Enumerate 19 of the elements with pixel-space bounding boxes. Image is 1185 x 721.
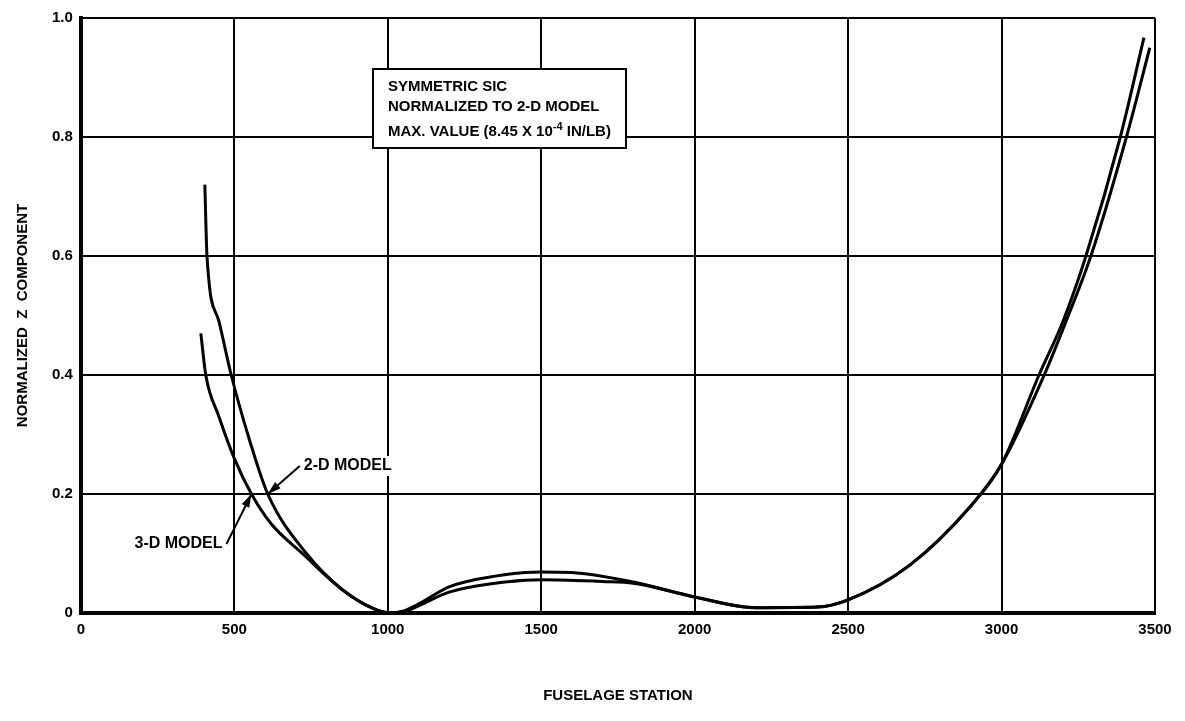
text: 2-D MODEL xyxy=(303,456,392,474)
x-tick-label: 2000 xyxy=(677,620,712,638)
y-tick-label: 1.0 xyxy=(51,8,73,26)
y-tick-label: 0.4 xyxy=(51,365,74,383)
x-axis-title: FUSELAGE STATION xyxy=(543,686,693,704)
y-tick-label: 0.6 xyxy=(51,246,73,264)
x-tick-label: 2500 xyxy=(831,620,865,638)
x-tick-label: 500 xyxy=(221,620,247,638)
text: 3-D MODEL xyxy=(134,534,223,552)
x-tick-label: 0 xyxy=(76,620,86,638)
x-tick-label: 3500 xyxy=(1138,620,1172,638)
y-tick-label: 0.8 xyxy=(51,127,73,145)
y-tick-label: 0.2 xyxy=(51,484,73,502)
x-tick-label: 3000 xyxy=(984,620,1019,638)
y-axis-title: NORMALIZED Z COMPONENT xyxy=(13,203,31,428)
x-tick-label: 1500 xyxy=(524,620,558,638)
annotation: SYMMETRIC SIC NORMALIZED TO 2-D MODEL MAX. VALUE (8.45 X 10$^{-4}$ IN/LB) xyxy=(388,76,611,141)
x-tick-label: 1000 xyxy=(371,620,405,638)
y-tick-label: 0 xyxy=(64,603,73,621)
